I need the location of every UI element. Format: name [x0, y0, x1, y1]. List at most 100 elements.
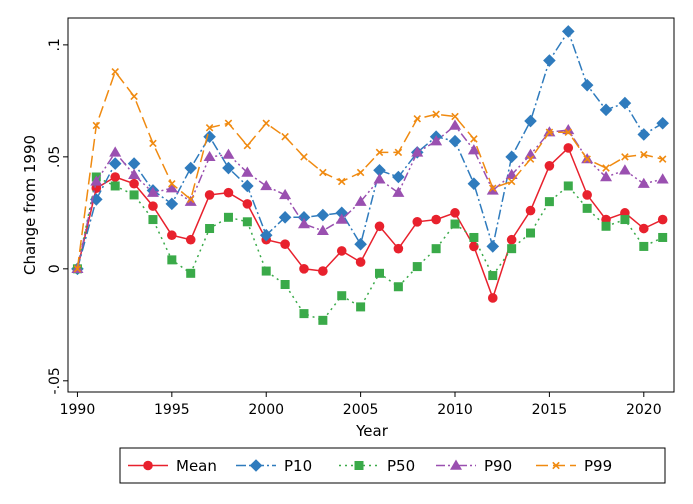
data-point-p10: [467, 177, 481, 191]
data-point-p50: [639, 241, 649, 251]
data-point-p50: [299, 309, 309, 319]
data-point-p50: [658, 232, 668, 242]
x-marker-stroke: [262, 119, 270, 128]
data-point-p50: [223, 212, 233, 222]
data-point-p10: [656, 116, 669, 130]
x-marker-stroke: [507, 177, 516, 186]
data-point-p10: [637, 128, 651, 141]
legend-label-p50: P50: [387, 457, 415, 475]
data-point-p90: [637, 177, 650, 188]
x-marker-stroke: [545, 128, 554, 136]
legend-item-p99: P99: [536, 457, 612, 475]
data-point-p50: [261, 266, 271, 276]
data-point-p10: [278, 211, 292, 224]
data-point-p99: [168, 179, 176, 188]
legend-marker-p99: [552, 461, 560, 470]
data-point-mean: [204, 190, 215, 200]
data-point-p90: [430, 135, 443, 146]
data-point-p90: [335, 213, 348, 224]
data-point-p99: [621, 153, 629, 161]
data-point-p90: [354, 195, 367, 206]
x-marker-stroke: [451, 112, 459, 121]
legend-item-p90: P90: [436, 457, 512, 475]
y-axis-title: Change from 1990: [21, 135, 39, 275]
legend-label-p99: P99: [584, 457, 612, 475]
data-point-p10: [297, 211, 311, 224]
data-point-p99: [432, 110, 440, 119]
data-point-p99: [243, 141, 252, 150]
data-point-p50: [582, 203, 592, 213]
x-marker-stroke: [356, 168, 365, 177]
data-point-p50: [148, 215, 158, 225]
data-point-p10: [486, 240, 500, 253]
data-point-mean: [450, 208, 460, 218]
legend-label-p90: P90: [484, 457, 512, 475]
data-point-p90: [392, 186, 405, 197]
data-point-p99: [300, 153, 308, 161]
data-point-p50: [601, 221, 611, 231]
data-point-mean: [129, 178, 139, 189]
data-point-p50: [431, 244, 441, 254]
data-point-mean: [431, 214, 441, 225]
x-marker-stroke: [552, 461, 560, 470]
legend-marker-p90: [450, 459, 462, 470]
legend-label-p10: P10: [284, 457, 312, 475]
data-point-mean: [110, 172, 120, 182]
data-point-p99: [602, 164, 610, 172]
data-point-p90: [109, 146, 122, 157]
data-point-p90: [656, 173, 669, 184]
data-point-p50: [507, 244, 517, 254]
data-point-p10: [618, 96, 632, 110]
data-point-mean: [638, 223, 649, 234]
data-point-p90: [90, 175, 103, 186]
data-point-p99: [149, 139, 157, 148]
data-point-p10: [524, 114, 537, 128]
data-point-p10: [373, 163, 386, 177]
data-point-p99: [375, 148, 384, 157]
x-axis-title: Year: [355, 422, 389, 440]
data-point-p90: [600, 171, 613, 182]
data-point-p90: [165, 182, 178, 193]
x-marker-stroke: [205, 123, 214, 132]
data-point-p50: [186, 268, 196, 278]
x-tick-label: 1995: [154, 402, 190, 418]
data-point-p10: [448, 134, 462, 148]
data-point-p10: [316, 208, 330, 222]
series-layer: [71, 25, 669, 325]
series-line-p10: [76, 29, 664, 269]
data-point-p10: [259, 228, 273, 242]
data-point-p10: [392, 170, 405, 184]
data-point-p50: [393, 282, 403, 292]
data-point-p10: [222, 161, 235, 175]
data-point-p50: [469, 232, 479, 242]
data-point-p50: [167, 255, 177, 265]
data-point-p99: [337, 177, 346, 186]
legend-marker-mean: [143, 460, 153, 471]
legend-item-mean: Mean: [128, 457, 217, 475]
data-point-mean: [299, 264, 309, 274]
data-point-mean: [525, 205, 536, 216]
x-marker-stroke: [564, 128, 573, 136]
legend-item-p10: P10: [236, 457, 312, 475]
axes: 1990 1995 2000 2005 2010 2015 2020 -.05 0 .05 .1: [47, 17, 675, 418]
data-point-p99: [470, 135, 478, 143]
x-tick-label: 2000: [248, 402, 284, 418]
data-point-p90: [449, 119, 462, 130]
x-marker-stroke: [73, 265, 82, 273]
data-point-p99: [507, 177, 516, 186]
data-point-mean: [167, 230, 177, 241]
data-point-p50: [488, 271, 498, 281]
x-marker-stroke: [432, 110, 440, 119]
x-marker-stroke: [281, 132, 289, 141]
data-point-p99: [186, 195, 195, 204]
data-point-p99: [545, 128, 554, 136]
data-point-p10: [335, 206, 349, 220]
x-marker-stroke: [526, 155, 535, 163]
y-tick-label: -.05: [47, 367, 63, 394]
data-point-mean: [280, 239, 290, 249]
data-point-p90: [222, 148, 235, 159]
legend-label-mean: Mean: [176, 457, 217, 475]
data-point-mean: [242, 199, 253, 209]
data-point-p99: [526, 155, 535, 163]
